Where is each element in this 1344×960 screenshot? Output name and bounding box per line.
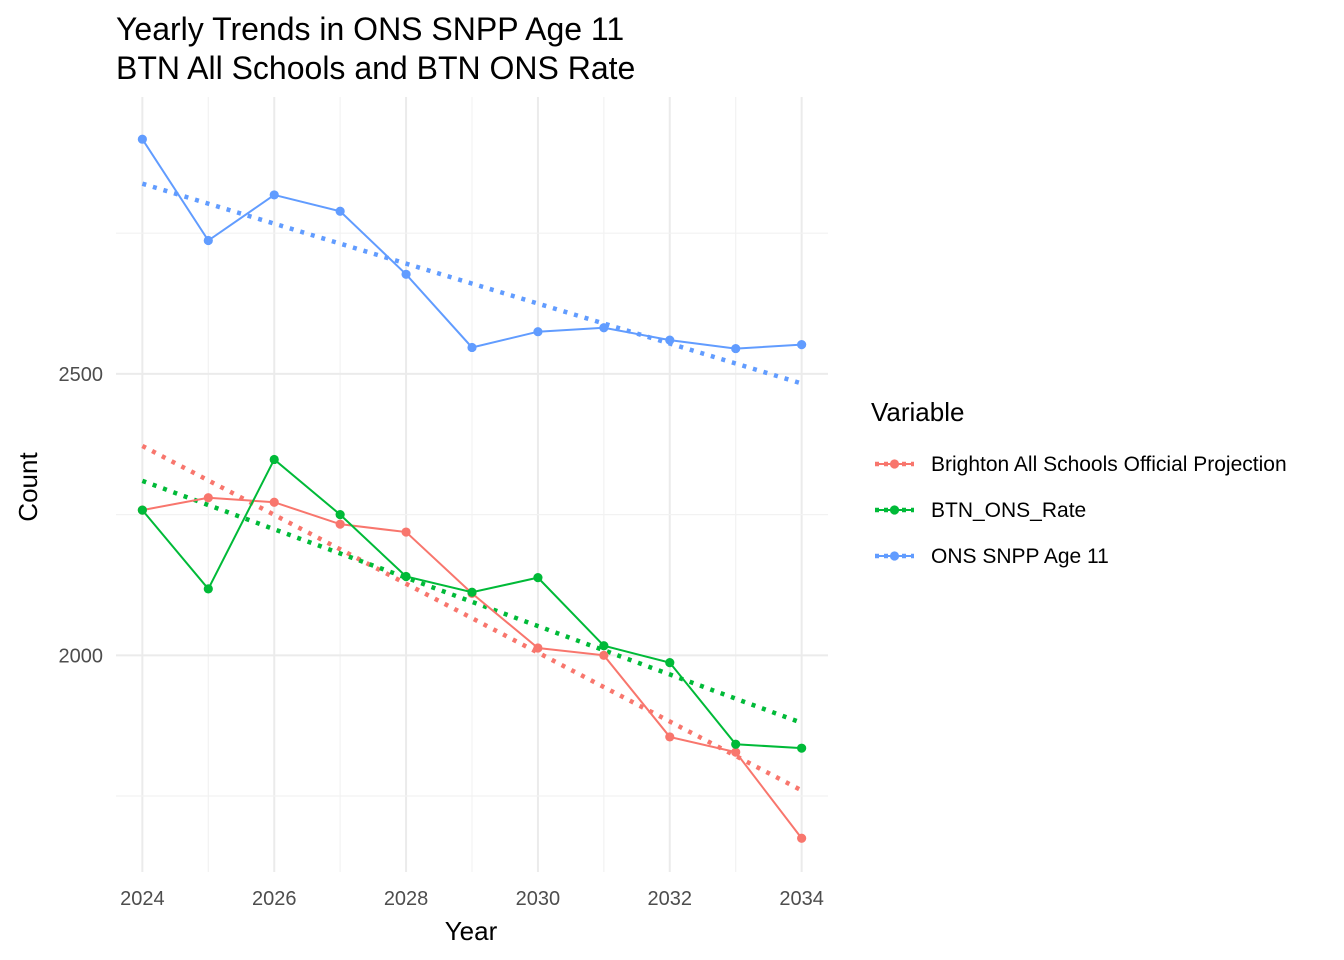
data-point	[731, 739, 741, 749]
data-point	[335, 519, 345, 529]
data-point	[533, 327, 543, 337]
data-point	[467, 587, 477, 597]
trend-line	[141, 181, 803, 386]
x-tick-label: 2028	[384, 888, 429, 910]
data-point	[335, 206, 345, 216]
data-point	[599, 641, 609, 651]
x-tick-label: 2034	[779, 888, 824, 910]
data-point	[731, 747, 741, 757]
data-point	[137, 505, 147, 515]
data-point	[203, 584, 213, 594]
data-point	[533, 643, 543, 653]
data-point	[269, 454, 279, 465]
y-tick-label: 2000	[59, 645, 104, 667]
y-axis-title: Count	[13, 452, 43, 522]
data-point	[797, 743, 807, 753]
x-tick-label: 2026	[252, 888, 297, 910]
legend: Variable Brighton All Schools Official P…	[871, 397, 1287, 568]
x-tick-label: 2032	[648, 888, 693, 910]
legend-key-point	[889, 551, 900, 561]
legend-label: ONS SNPP Age 11	[931, 545, 1109, 568]
grid	[116, 97, 828, 872]
chart-subtitle: BTN All Schools and BTN ONS Rate	[116, 50, 635, 86]
data-point	[269, 190, 279, 200]
data-point	[401, 269, 411, 279]
data-point	[137, 134, 147, 144]
data-points	[137, 134, 807, 843]
data-point	[599, 650, 609, 660]
data-point	[797, 340, 807, 350]
legend-label: BTN_ONS_Rate	[931, 499, 1086, 522]
x-axis-ticks: 2024 2026 2028 2030 2032 2034	[120, 888, 824, 910]
x-tick-label: 2030	[516, 888, 561, 910]
legend-items: Brighton All Schools Official Projection…	[875, 453, 1287, 568]
data-point	[665, 658, 675, 668]
data-point	[665, 732, 675, 742]
data-point	[665, 335, 675, 345]
data-point	[467, 342, 477, 353]
data-point	[797, 833, 807, 843]
data-point	[203, 235, 213, 246]
y-axis-ticks: 2000 2500	[59, 364, 104, 667]
data-point	[599, 323, 609, 333]
y-tick-label: 2500	[59, 364, 104, 386]
chart-title: Yearly Trends in ONS SNPP Age 11	[116, 11, 624, 47]
legend-title: Variable	[871, 397, 964, 427]
data-point	[533, 573, 543, 583]
data-point	[269, 497, 279, 507]
legend-key-point	[889, 505, 900, 515]
data-point	[731, 343, 741, 354]
data-point	[335, 510, 345, 520]
data-point	[401, 571, 411, 582]
data-point	[203, 493, 213, 503]
x-axis-title: Year	[445, 916, 498, 946]
data-point	[401, 527, 411, 537]
x-tick-label: 2024	[120, 888, 165, 910]
legend-label: Brighton All Schools Official Projection	[931, 453, 1287, 476]
trend-line	[141, 478, 803, 725]
legend-key-point	[889, 459, 900, 469]
